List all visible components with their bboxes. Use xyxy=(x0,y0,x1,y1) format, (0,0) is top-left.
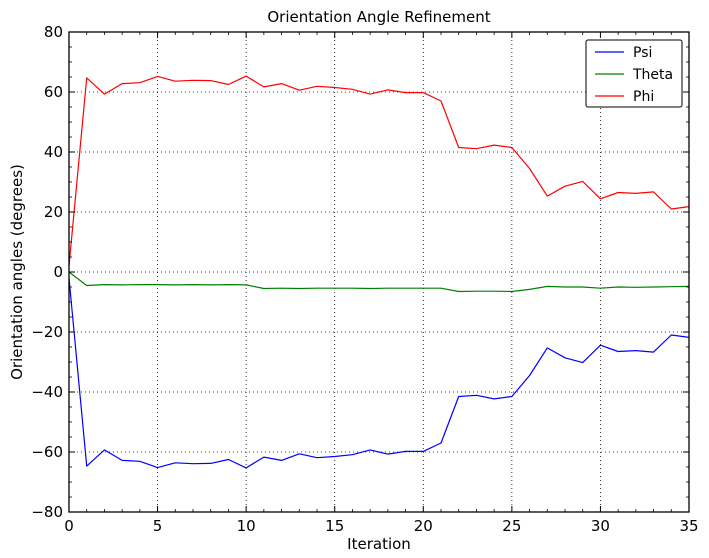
legend-label: Phi xyxy=(633,89,654,105)
y-tick-label: −40 xyxy=(31,383,63,401)
x-axis-title: Iteration xyxy=(347,535,411,553)
legend-item-psi: Psi xyxy=(595,45,652,61)
grid-lines xyxy=(69,32,689,512)
series-line-theta xyxy=(68,271,690,293)
y-tick-label: 20 xyxy=(44,203,63,221)
series-line-phi xyxy=(68,75,690,267)
x-tick-label: 20 xyxy=(414,517,433,535)
x-tick-label: 30 xyxy=(591,517,610,535)
legend: Psi Theta Phi xyxy=(585,39,683,108)
legend-label: Theta xyxy=(632,67,673,83)
y-axis-title: Orientation angles (degrees) xyxy=(8,164,26,380)
y-tick-label: −20 xyxy=(31,323,63,341)
legend-box xyxy=(585,39,683,108)
legend-label: Psi xyxy=(633,45,652,61)
y-tick-label: 60 xyxy=(44,83,63,101)
x-tick-label: 0 xyxy=(64,517,74,535)
y-tick-label: −60 xyxy=(31,443,63,461)
x-tick-label: 15 xyxy=(325,517,344,535)
chart-title: Orientation Angle Refinement xyxy=(267,8,490,26)
plot-area-frame xyxy=(68,31,690,513)
legend-item-theta: Theta xyxy=(595,67,673,83)
legend-item-phi: Phi xyxy=(595,89,654,105)
series-line-psi xyxy=(68,277,690,469)
series-lines xyxy=(68,75,690,469)
x-tick-label: 10 xyxy=(237,517,256,535)
y-tick-labels: −80 −60 −40 −20 0 20 40 60 80 xyxy=(31,23,63,521)
y-tick-label: −80 xyxy=(31,503,63,521)
y-tick-label: 80 xyxy=(44,23,63,41)
x-tick-labels: 0 5 10 15 20 25 30 35 xyxy=(64,517,698,535)
x-tick-label: 25 xyxy=(502,517,521,535)
y-tick-label: 0 xyxy=(53,263,63,281)
y-tick-label: 40 xyxy=(44,143,63,161)
x-tick-label: 35 xyxy=(679,517,698,535)
x-tick-label: 5 xyxy=(153,517,163,535)
